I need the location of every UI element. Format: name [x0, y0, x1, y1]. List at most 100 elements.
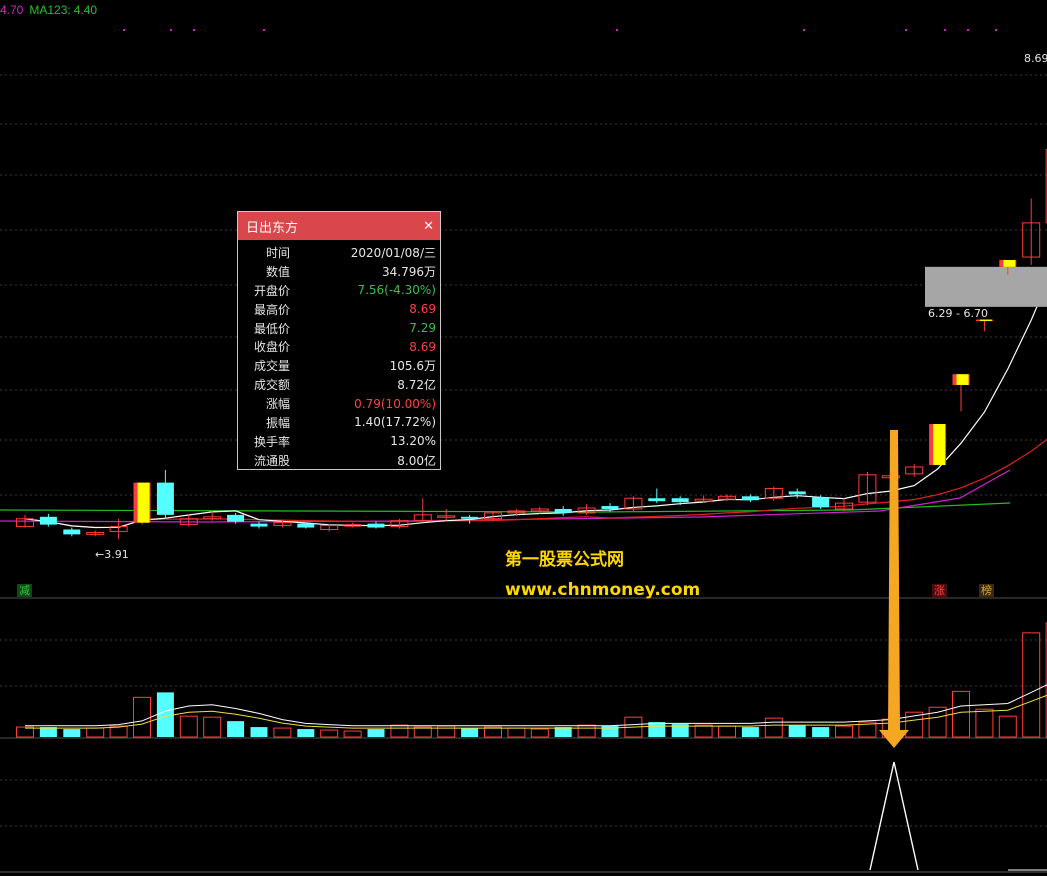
- volume-bar-up: [203, 716, 222, 738]
- volume-bar-up: [694, 724, 713, 738]
- volume-bar-down: [367, 729, 385, 737]
- ma123-label: MA123:: [29, 3, 71, 17]
- candle-body-up: [343, 524, 362, 527]
- volume-bar-up: [320, 729, 339, 738]
- candle-body-limit-fill: [1003, 259, 1016, 267]
- top-marker: [263, 29, 265, 31]
- candle-body-up: [577, 507, 596, 514]
- volume-bar-down: [461, 728, 479, 737]
- candle-body-up: [484, 512, 502, 520]
- popup-row-label: 涨幅: [265, 397, 290, 412]
- volume-bar-up: [413, 726, 432, 738]
- popup-row: 时间 2020/01/08/三: [238, 243, 440, 262]
- gap-separator: -: [956, 307, 960, 320]
- popup-row-value: 8.69: [409, 339, 436, 354]
- popup-row-value: 0.79(10.00%): [354, 396, 436, 411]
- top-marker: [944, 29, 946, 31]
- volume-bar-down: [554, 727, 572, 737]
- candle-body-up: [320, 525, 339, 530]
- volume-bar-up: [390, 724, 409, 738]
- stock-info-popup[interactable]: 日出东方 ✕ 时间 2020/01/08/三 数值 34.796万 开盘价 7.56(-4…: [237, 211, 441, 470]
- candle-body-limit-fill: [979, 319, 992, 322]
- popup-row: 数值 34.796万: [238, 262, 440, 281]
- popup-row: 最低价 7.29: [238, 319, 440, 338]
- ma-prev-value: 4.70: [0, 3, 24, 17]
- volume-bar-up: [835, 725, 853, 738]
- popup-row-label: 收盘价: [253, 340, 290, 355]
- popup-row-value: 8.00亿: [397, 453, 436, 468]
- tag-limit: 涨: [932, 584, 947, 597]
- volume-bar-up: [858, 721, 877, 738]
- candle-body-limit-fill: [933, 424, 946, 466]
- ma123-value: 4.40: [73, 3, 98, 17]
- candle-body-down: [297, 523, 315, 528]
- top-marker: [616, 29, 618, 31]
- gap-label: 6.29 - 6.70: [928, 307, 988, 320]
- volume-bar-up: [86, 727, 105, 738]
- popup-title-bar[interactable]: 日出东方 ✕: [238, 212, 440, 240]
- volume-bar-down: [648, 722, 666, 737]
- watermark-title: 第一股票公式网: [505, 550, 624, 570]
- candle-body-down: [39, 516, 57, 525]
- volume-bar-up: [484, 726, 502, 738]
- candle-body-up: [530, 508, 549, 512]
- candle-body-down: [554, 508, 572, 513]
- ma60-line: [0, 469, 1011, 523]
- popup-row: 成交额 8.72亿: [238, 375, 440, 394]
- popup-row-value: 13.20%: [390, 434, 436, 449]
- volume-bar-down: [297, 729, 315, 737]
- popup-row-label: 振幅: [265, 415, 290, 430]
- candle-body-up: [1022, 222, 1041, 258]
- candle-body-down: [63, 529, 81, 535]
- popup-row: 开盘价 7.56(-4.30%): [238, 281, 440, 300]
- top-marker: [803, 29, 805, 31]
- volume-bar-up: [179, 715, 198, 738]
- popup-row-label: 最高价: [253, 302, 290, 317]
- candle-body-up: [507, 510, 526, 514]
- popup-row-value: 8.69: [409, 302, 436, 317]
- candle-body-up: [86, 531, 105, 535]
- top-marker: [995, 29, 997, 31]
- volume-bar-up: [764, 717, 783, 738]
- close-icon[interactable]: ✕: [423, 218, 434, 234]
- candle-body-down: [156, 482, 174, 515]
- popup-row: 流通股 8.00亿: [238, 451, 440, 470]
- popup-row: 振幅 1.40(17.72%): [238, 413, 440, 432]
- volume-bar-up: [577, 724, 596, 738]
- popup-row-label: 成交量: [253, 359, 290, 374]
- candle-body-down: [741, 496, 759, 501]
- popup-row-label: 换手率: [253, 434, 290, 449]
- candle-body-up: [390, 520, 409, 528]
- candle-body-up: [694, 498, 713, 502]
- volume-bar-up: [530, 728, 549, 738]
- candle-body-up: [905, 466, 924, 475]
- popup-row-value: 105.6万: [389, 359, 436, 374]
- top-marker: [193, 29, 195, 31]
- top-marker: [170, 29, 172, 31]
- top-marker: [905, 29, 907, 31]
- volume-ma-line: [25, 694, 1047, 729]
- volume-bar-up: [928, 706, 947, 738]
- popup-row-label: 流通股: [253, 453, 290, 468]
- top-marker: [123, 29, 125, 31]
- candle-body-up: [858, 474, 877, 503]
- candle-body-down: [812, 497, 830, 508]
- popup-row-value: 34.796万: [382, 264, 436, 279]
- candle-body-up: [835, 502, 853, 510]
- popup-row-label: 成交额: [253, 378, 290, 393]
- candle-body-down: [648, 498, 666, 502]
- popup-row: 换手率 13.20%: [238, 432, 440, 451]
- volume-bar-down: [788, 725, 806, 737]
- candle-body-limit-fill: [137, 482, 150, 523]
- gap-box: [925, 266, 1047, 307]
- volume-bar-up: [952, 690, 970, 738]
- volume-bar-down: [601, 726, 619, 737]
- high-label: 8.69: [1024, 52, 1047, 65]
- low-label: ←3.91: [95, 548, 129, 561]
- volume-bar-up: [16, 726, 34, 738]
- popup-row: 收盘价 8.69: [238, 337, 440, 356]
- ma-header: 4.70 MA123: 4.40: [0, 3, 103, 17]
- candle-body-up: [764, 487, 783, 499]
- popup-row-value: 7.56(-4.30%): [357, 283, 436, 298]
